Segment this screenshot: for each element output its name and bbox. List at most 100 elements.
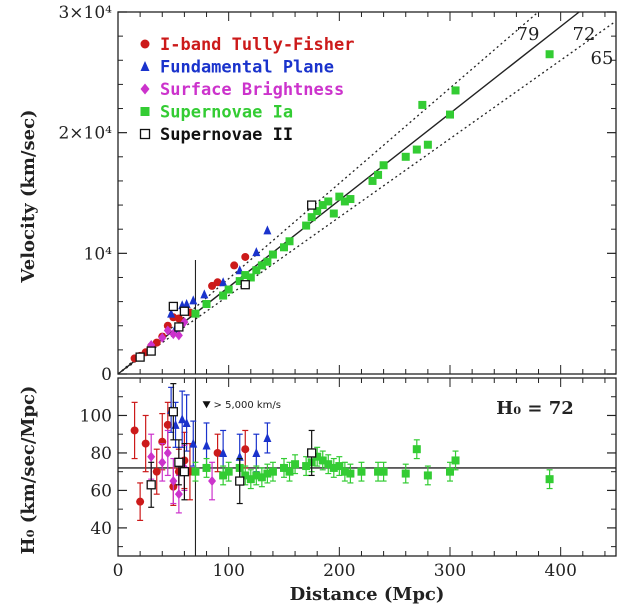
data-point-sn2 — [180, 307, 188, 315]
data-point-fp — [263, 225, 271, 234]
legend-marker-sb — [141, 84, 150, 95]
fit-line-label-65: 65 — [591, 48, 614, 69]
data-point-sn1a — [452, 86, 460, 94]
data-point-tf — [241, 253, 249, 261]
top-y-tick-label: 10⁴ — [84, 244, 113, 264]
residual-point-sn2 — [236, 477, 244, 485]
x-tick-label: 200 — [323, 561, 355, 581]
residual-point-sn1a — [346, 470, 354, 478]
residual-point-sn1a — [402, 470, 410, 478]
residual-point-sn1a — [413, 445, 421, 453]
data-point-sn1a — [203, 300, 211, 308]
data-point-sn1a — [546, 50, 554, 58]
data-point-sn1a — [263, 258, 271, 266]
residual-point-sn2 — [180, 468, 188, 476]
residual-point-sn1a — [225, 468, 233, 476]
x-tick-label: 400 — [544, 561, 576, 581]
series-tf-residuals — [131, 402, 250, 520]
data-point-sn2 — [175, 323, 183, 331]
residual-point-sn1a — [452, 456, 460, 464]
data-point-fp — [200, 289, 208, 298]
data-point-sn1a — [446, 111, 454, 119]
velocity-note: > 5,000 km/s — [214, 400, 281, 411]
residual-point-sn1a — [546, 475, 554, 483]
legend: I-band Tully-Fisher Fundamental PlaneSurf… — [141, 35, 355, 145]
data-point-sn1a — [286, 237, 294, 245]
legend-marker-tf — [141, 40, 150, 49]
legend-label-sn1a: Supernovae Ia — [160, 103, 293, 123]
residual-point-tf — [142, 440, 150, 448]
residual-point-sn1a — [269, 468, 277, 476]
bottom-y-tick-label: 60 — [90, 481, 112, 501]
residual-point-fp — [203, 440, 211, 449]
legend-marker-sn2 — [141, 130, 150, 139]
data-point-sn2 — [241, 281, 249, 289]
residual-point-sb — [147, 452, 155, 462]
residual-point-sn1a — [424, 471, 432, 479]
data-point-sn1a — [302, 222, 310, 230]
top-y-tick-label: 2×10⁴ — [58, 124, 112, 144]
bottom-y-tick-label: 40 — [90, 519, 112, 539]
residual-point-sn2 — [147, 481, 155, 489]
residual-point-sn2 — [175, 458, 183, 466]
residual-point-sn1a — [286, 468, 294, 476]
data-point-sn1a — [324, 197, 332, 205]
legend-label-sb: Surface Brightness — [160, 80, 344, 100]
residual-point-fp — [263, 433, 271, 442]
data-point-sn1a — [330, 210, 338, 218]
legend-marker-sn1a — [141, 107, 150, 116]
residual-point-sb — [158, 457, 166, 467]
residual-point-sn1a — [203, 464, 211, 472]
residual-point-sn2 — [308, 449, 316, 457]
h0-annotation: H₀ = 72 — [496, 398, 574, 419]
data-point-sn1a — [413, 146, 421, 154]
data-point-tf — [230, 261, 238, 269]
bottom-y-tick-label: 80 — [90, 444, 112, 464]
h0-residuals-panel: 40 60 80 100 0 100 200 300 400 > 5,000 km/s H₀ = 7… — [80, 378, 616, 581]
bottom-y-tick-label: 100 — [80, 406, 112, 426]
data-point-sn1a — [225, 286, 233, 294]
data-point-sn2 — [136, 353, 144, 361]
residual-point-sn2 — [169, 408, 177, 416]
residual-point-sb — [164, 448, 172, 458]
legend-label-fp: Fundamental Plane — [160, 58, 334, 78]
top-y-tick-label: 3×10⁴ — [58, 3, 112, 23]
bottom-y-axis-label: H₀ (km/sec/Mpc) — [18, 386, 39, 555]
fit-line-label-79: 79 — [517, 24, 540, 45]
residual-point-tf — [136, 498, 144, 506]
residual-point-tf — [241, 445, 249, 453]
top-y-axis-label: Velocity (km/sec) — [18, 109, 39, 283]
x-tick-label: 300 — [434, 561, 466, 581]
residual-point-sn1a — [191, 468, 199, 476]
legend-marker-fp — [141, 61, 150, 71]
residual-point-sn1a — [446, 468, 454, 476]
data-point-sn2 — [147, 347, 155, 355]
data-point-sn1a — [418, 101, 426, 109]
note-arrow-icon — [203, 401, 211, 408]
residual-point-tf — [153, 468, 161, 476]
data-point-sn1a — [374, 171, 382, 179]
data-point-sn1a — [424, 141, 432, 149]
legend-label-sn2: Supernovae II — [160, 125, 293, 145]
data-point-sn1a — [380, 161, 388, 169]
data-point-sn1a — [346, 195, 354, 203]
x-tick-label: 0 — [113, 561, 124, 581]
residual-point-sn1a — [357, 468, 365, 476]
data-point-sn1a — [402, 153, 410, 161]
data-point-sn2 — [308, 201, 316, 209]
data-point-sn2 — [169, 302, 177, 310]
residual-point-sn1a — [380, 468, 388, 476]
residual-point-fp — [252, 448, 260, 457]
legend-label-tf: I-band Tully-Fisher — [160, 35, 354, 55]
data-point-fp — [189, 295, 197, 304]
hubble-diagram-panel: 0 10⁴ 2×10⁴ 3×10⁴ 72 79 65 I-band Tully-Fisher F… — [58, 3, 616, 385]
residual-point-sn1a — [291, 460, 299, 468]
data-point-sn1a — [191, 310, 199, 318]
x-axis-label: Distance (Mpc) — [290, 584, 445, 605]
x-tick-label: 100 — [212, 561, 244, 581]
residual-point-tf — [131, 426, 139, 434]
top-y-tick-label: 0 — [101, 365, 112, 385]
fit-line-label-72: 72 — [573, 24, 596, 45]
data-point-sn1a — [269, 251, 277, 259]
